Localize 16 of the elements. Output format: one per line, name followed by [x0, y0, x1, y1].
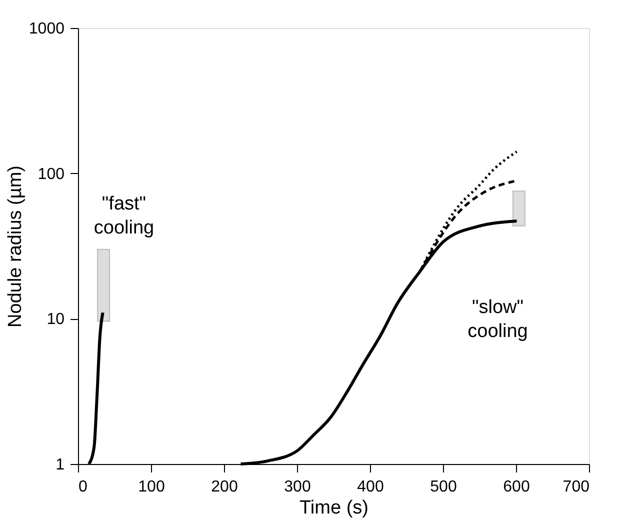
annotation: "slow" cooling — [468, 297, 528, 342]
y-tick-label: 1 — [56, 456, 65, 474]
x-tick-label: 600 — [503, 478, 530, 496]
annotation: "fast" cooling — [94, 194, 154, 239]
y-tick-label: 10 — [46, 311, 65, 328]
x-tick-label: 400 — [357, 478, 384, 496]
y-tick-label: 1000 — [28, 20, 65, 38]
y-tick-label: 100 — [38, 166, 65, 183]
x-tick-label: 500 — [430, 478, 457, 496]
y-axis-title: Nodule radius (µm) — [4, 166, 26, 328]
x-tick-label: 100 — [138, 478, 165, 496]
x-tick-label: 200 — [211, 478, 238, 496]
x-tick-label: 700 — [562, 478, 590, 496]
x-tick-label: 0 — [78, 478, 88, 496]
x-tick-label: 300 — [284, 478, 311, 496]
x-axis-title: Time (s) — [300, 498, 368, 518]
